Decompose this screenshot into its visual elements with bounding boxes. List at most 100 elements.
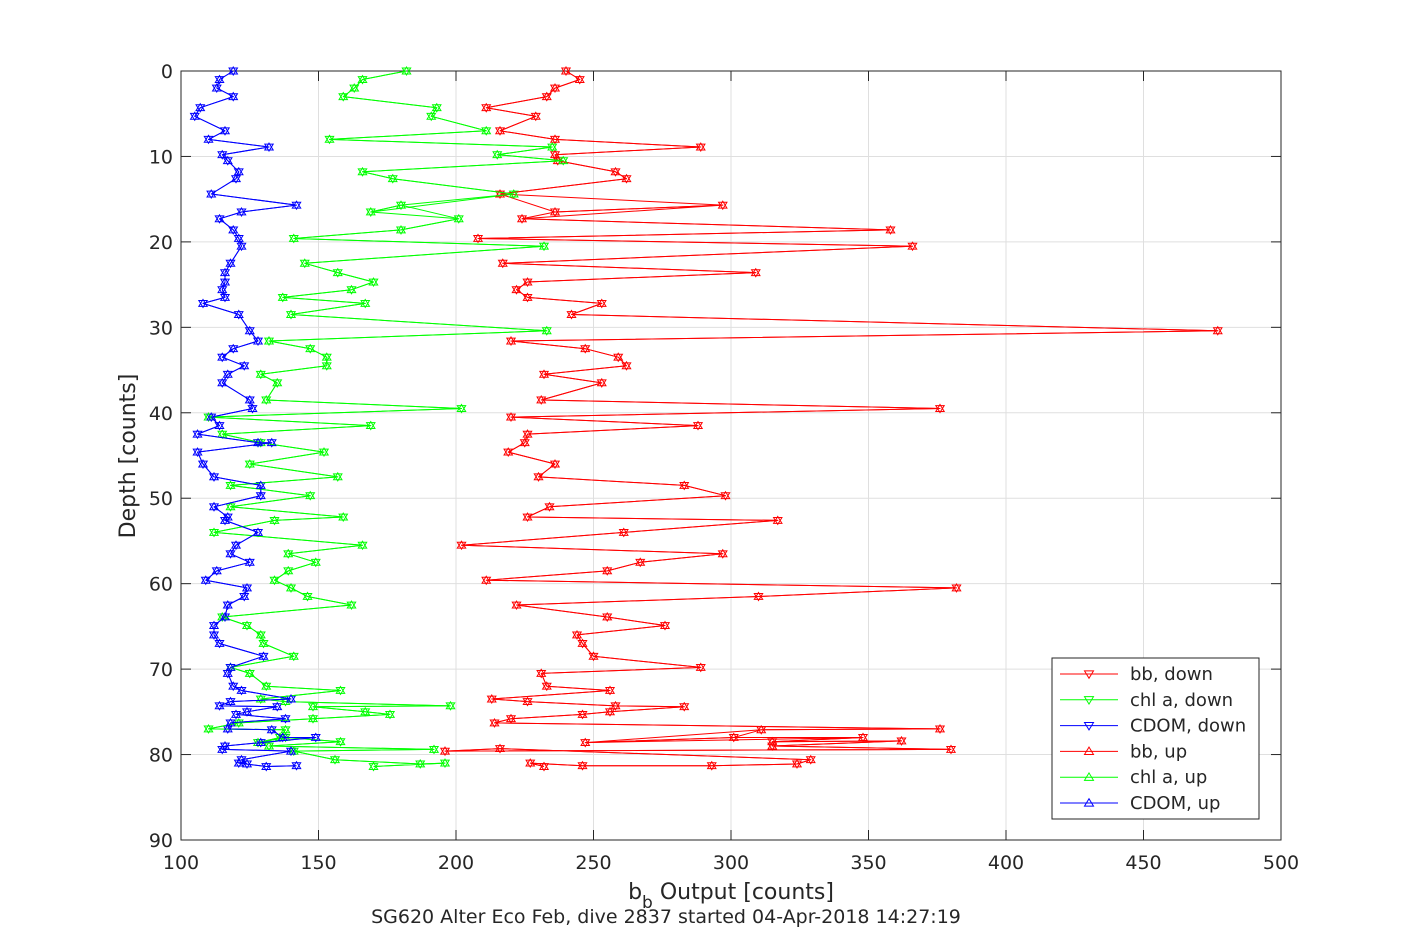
data-point-chl-a-up (255, 629, 266, 639)
data-point-cdom-up (222, 600, 233, 609)
data-point-chl-a-up (283, 565, 294, 575)
data-point-cdom-up (255, 480, 266, 489)
data-point-bb-up (635, 557, 646, 566)
data-point-bb-up (574, 74, 585, 83)
data-point-cdom-up (233, 233, 244, 242)
data-point-cdom-up (230, 173, 242, 183)
data-point-chl-a-up (244, 459, 255, 468)
data-point-cdom-up (217, 377, 228, 387)
data-point-bb-up (896, 735, 907, 745)
data-point-bb-down (511, 286, 522, 295)
data-point-cdom-up (197, 298, 209, 307)
data-point-cdom-up (195, 102, 206, 112)
data-point-cdom-down (228, 226, 239, 235)
data-point-bb-up (621, 173, 632, 183)
data-point-bb-up (505, 713, 517, 723)
data-point-cdom-up (192, 429, 203, 438)
data-point-chl-a-up (338, 512, 349, 521)
data-point-cdom-up (244, 557, 255, 566)
data-point-chl-a-up (329, 754, 341, 764)
data-point-chl-a-down (349, 84, 360, 94)
data-point-chl-a-up (415, 758, 426, 768)
data-point-bb-up (934, 723, 946, 733)
data-point-cdom-up (214, 74, 225, 83)
data-point-chl-a-up (346, 284, 357, 294)
data-point-bb-up (525, 758, 536, 767)
data-point-bb-up (692, 420, 704, 430)
data-point-cdom-down (228, 67, 239, 76)
data-point-bb-down (549, 460, 561, 469)
legend-marker (1083, 721, 1095, 731)
data-point-cdom-up (217, 352, 228, 361)
data-point-cdom-up (244, 325, 255, 335)
data-point-chl-a-up (244, 668, 255, 677)
data-point-cdom-up (203, 134, 214, 143)
data-point-bb-up (602, 612, 613, 621)
data-point-bb-up (767, 741, 778, 750)
data-point-cdom-up (233, 309, 244, 318)
data-point-cdom-up (219, 125, 231, 135)
data-point-chl-a-up (310, 557, 321, 566)
data-point-cdom-up (214, 700, 225, 710)
data-point-bb-up (544, 501, 555, 511)
data-point-bb-up (596, 377, 607, 387)
data-point-chl-a-up (360, 298, 371, 307)
x-axis-label-main: b (628, 880, 642, 905)
data-point-cdom-down (239, 362, 250, 371)
data-point-cdom-up (285, 694, 297, 703)
data-point-cdom-up (192, 447, 203, 456)
data-point-bb-down (522, 430, 533, 440)
data-point-bb-up (613, 352, 624, 361)
data-point-bb-up (695, 142, 706, 151)
data-point-chl-a-up (288, 651, 299, 660)
data-point-cdom-down (225, 259, 236, 269)
data-point-cdom-down (233, 168, 244, 177)
legend-box (1051, 657, 1260, 820)
y-tick-label: 30 (149, 317, 173, 339)
data-point-chl-a-up (288, 233, 299, 242)
data-point-cdom-up (219, 741, 231, 750)
data-point-chl-a-up (225, 480, 236, 489)
data-point-chl-a-up (387, 173, 398, 183)
data-point-cdom-up (200, 575, 211, 584)
y-tick-label: 50 (149, 488, 173, 510)
data-point-bb-up (456, 540, 467, 549)
data-point-cdom-up (225, 696, 236, 706)
data-point-bb-up (577, 638, 588, 647)
data-point-cdom-up (222, 512, 233, 521)
data-point-bb-up (538, 369, 550, 378)
data-point-cdom-down (208, 503, 220, 512)
legend-item-cdom-up: CDOM, up (1060, 793, 1220, 814)
data-point-cdom-down (230, 175, 242, 184)
data-point-chl-a-up (305, 343, 316, 353)
y-tick-label: 10 (149, 146, 173, 168)
data-point-chl-a-down (368, 763, 379, 772)
data-point-cdom-up (239, 591, 250, 600)
data-point-chl-a-up (357, 166, 368, 176)
data-point-cdom-down (192, 448, 203, 458)
data-point-bb-up (951, 582, 962, 592)
y-tick-label: 20 (149, 232, 173, 254)
data-point-chl-a-up (307, 701, 319, 711)
data-point-chl-a-down (241, 622, 253, 631)
data-point-chl-a-up (508, 189, 519, 198)
data-point-cdom-up (236, 685, 247, 694)
data-point-bb-up (720, 490, 731, 500)
legend-marker (1083, 797, 1095, 807)
data-point-bb-up (522, 696, 533, 706)
legend-item-cdom-down: CDOM, down (1060, 716, 1246, 737)
x-tick-label: 350 (850, 852, 886, 874)
data-point-chl-a-up (395, 200, 407, 209)
data-point-bb-up (602, 565, 613, 575)
data-point-cdom-down (222, 370, 233, 380)
data-point-chl-a-down (244, 669, 255, 679)
data-point-chl-a-up (368, 277, 379, 286)
data-point-bb-up (750, 267, 761, 277)
data-point-cdom-up (222, 723, 233, 733)
data-point-cdom-up (233, 166, 244, 176)
data-point-bb-up (538, 761, 550, 770)
chart-title: SG620 Alter Eco Feb, dive 2837 started 0… (371, 906, 961, 928)
data-point-cdom-down (233, 311, 244, 320)
data-point-chl-a-up (431, 102, 442, 112)
data-point-cdom-up (214, 638, 225, 647)
